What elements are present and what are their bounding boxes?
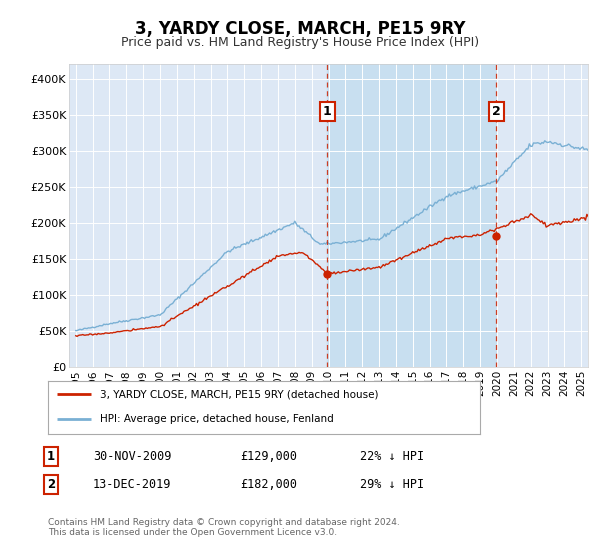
Text: 22% ↓ HPI: 22% ↓ HPI — [360, 450, 424, 463]
Text: £182,000: £182,000 — [240, 478, 297, 491]
Text: 30-NOV-2009: 30-NOV-2009 — [93, 450, 172, 463]
Text: 13-DEC-2019: 13-DEC-2019 — [93, 478, 172, 491]
Text: 3, YARDY CLOSE, MARCH, PE15 9RY: 3, YARDY CLOSE, MARCH, PE15 9RY — [135, 20, 465, 38]
Text: Contains HM Land Registry data © Crown copyright and database right 2024.
This d: Contains HM Land Registry data © Crown c… — [48, 518, 400, 538]
Text: 2: 2 — [47, 478, 55, 491]
Bar — [327, 64, 496, 367]
Text: 29% ↓ HPI: 29% ↓ HPI — [360, 478, 424, 491]
Text: Price paid vs. HM Land Registry's House Price Index (HPI): Price paid vs. HM Land Registry's House … — [121, 36, 479, 49]
Text: 3, YARDY CLOSE, MARCH, PE15 9RY (detached house): 3, YARDY CLOSE, MARCH, PE15 9RY (detache… — [100, 389, 379, 399]
Text: 1: 1 — [47, 450, 55, 463]
Text: HPI: Average price, detached house, Fenland: HPI: Average price, detached house, Fenl… — [100, 414, 334, 424]
Text: £129,000: £129,000 — [240, 450, 297, 463]
Text: 2: 2 — [492, 105, 501, 118]
Text: 1: 1 — [323, 105, 332, 118]
